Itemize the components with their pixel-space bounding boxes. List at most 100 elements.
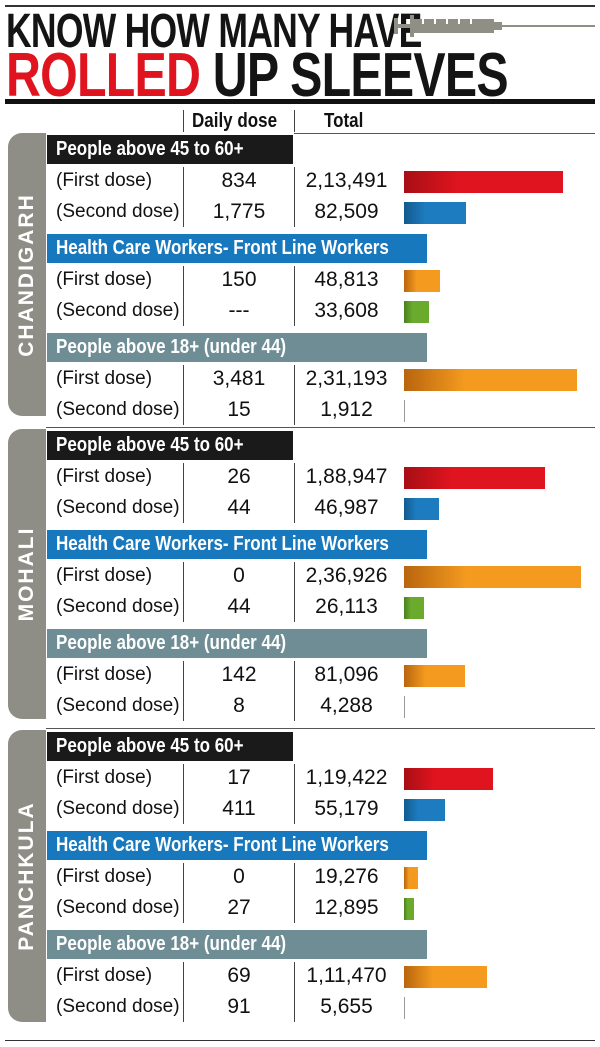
group-header: Health Care Workers- Front Line Workers	[47, 234, 427, 263]
column-separator	[183, 562, 184, 622]
group-header: People above 45 to 60+	[47, 431, 293, 460]
row-label: (First dose)	[56, 170, 153, 191]
total-value: 2,36,926	[305, 564, 388, 587]
row-label: (First dose)	[56, 965, 153, 986]
total-value: 26,113	[315, 595, 378, 618]
section-divider	[46, 728, 595, 729]
row-label: (First dose)	[56, 565, 153, 586]
column-separator	[294, 562, 295, 622]
group-title: People above 18+ (under 44)	[56, 336, 287, 358]
total-value: 5,655	[320, 995, 373, 1018]
column-header-total: Total	[324, 110, 364, 132]
column-separator	[183, 463, 184, 523]
section-label: CHANDIGARH	[15, 192, 38, 357]
total-value: 2,31,193	[305, 367, 388, 390]
daily-dose-value: 0	[233, 564, 245, 587]
total-bar	[404, 202, 466, 224]
total-bar	[404, 566, 581, 588]
daily-dose-value: 44	[227, 496, 251, 519]
row-label: (Second dose)	[56, 695, 180, 716]
column-separator	[183, 863, 184, 923]
daily-dose-value: ---	[228, 299, 250, 322]
total-bar	[404, 799, 445, 821]
total-value: 12,895	[314, 896, 379, 919]
total-bar	[404, 966, 487, 988]
row-label: (Second dose)	[56, 996, 180, 1017]
column-separator	[183, 661, 184, 721]
total-bar	[404, 369, 577, 391]
row-label: (First dose)	[56, 664, 153, 685]
total-value: 4,288	[320, 694, 373, 717]
group-title: People above 18+ (under 44)	[56, 632, 287, 654]
header-separator	[183, 110, 184, 132]
column-separator	[183, 764, 184, 824]
total-bar	[404, 997, 405, 1019]
total-bar	[404, 400, 405, 422]
section-label: PANCHKULA	[15, 801, 38, 951]
daily-dose-value: 27	[227, 896, 251, 919]
column-separator	[294, 661, 295, 721]
title-rule	[5, 99, 595, 104]
total-bar	[404, 467, 545, 489]
column-separator	[294, 365, 295, 425]
bottom-rule	[5, 1040, 595, 1041]
header-separator	[294, 110, 295, 132]
row-label: (First dose)	[56, 866, 153, 887]
side-tab-panchkula: PANCHKULA	[8, 730, 46, 1022]
column-separator	[183, 365, 184, 425]
row-label: (First dose)	[56, 269, 153, 290]
row-label: (First dose)	[56, 368, 153, 389]
column-separator	[294, 463, 295, 523]
daily-dose-value: 150	[221, 268, 257, 291]
total-value: 33,608	[314, 299, 379, 322]
row-label: (Second dose)	[56, 497, 180, 518]
total-value: 1,88,947	[305, 465, 388, 488]
column-separator	[294, 167, 295, 227]
total-bar	[404, 696, 405, 718]
title-red-word: ROLLED	[6, 41, 201, 110]
row-label: (Second dose)	[56, 596, 180, 617]
group-header: Health Care Workers- Front Line Workers	[47, 831, 427, 860]
total-value: 82,509	[314, 200, 379, 223]
section-label: MOHALI	[15, 526, 38, 622]
row-label: (Second dose)	[56, 300, 180, 321]
group-header: People above 45 to 60+	[47, 732, 293, 761]
column-separator	[183, 167, 184, 227]
column-separator	[294, 764, 295, 824]
total-value: 1,912	[320, 398, 373, 421]
total-value: 46,987	[314, 496, 379, 519]
total-bar	[404, 171, 563, 193]
group-title: People above 18+ (under 44)	[56, 933, 287, 955]
column-header-daily: Daily dose	[192, 110, 278, 132]
group-title: Health Care Workers- Front Line Workers	[56, 237, 389, 259]
total-value: 1,19,422	[305, 766, 388, 789]
group-header: People above 18+ (under 44)	[47, 930, 427, 959]
group-header: People above 45 to 60+	[47, 135, 293, 164]
row-label: (Second dose)	[56, 897, 180, 918]
daily-dose-value: 91	[227, 995, 251, 1018]
daily-dose-value: 0	[233, 865, 245, 888]
total-bar	[404, 597, 424, 619]
daily-dose-value: 3,481	[212, 367, 266, 390]
total-bar	[404, 498, 439, 520]
side-tab-chandigarh: CHANDIGARH	[8, 133, 46, 416]
column-separator	[294, 266, 295, 326]
group-title: Health Care Workers- Front Line Workers	[56, 533, 389, 555]
group-title: People above 45 to 60+	[56, 138, 244, 160]
daily-dose-value: 17	[227, 766, 251, 789]
top-rule	[5, 5, 595, 7]
daily-dose-value: 1,775	[212, 200, 266, 223]
row-label: (Second dose)	[56, 798, 180, 819]
syringe-icon	[394, 15, 595, 37]
total-value: 19,276	[314, 865, 379, 888]
group-title: People above 45 to 60+	[56, 434, 244, 456]
header-underline	[294, 133, 595, 134]
total-bar	[404, 270, 440, 292]
row-label: (First dose)	[56, 466, 153, 487]
daily-dose-value: 8	[233, 694, 245, 717]
daily-dose-value: 411	[222, 797, 256, 820]
daily-dose-value: 44	[227, 595, 251, 618]
row-label: (Second dose)	[56, 201, 180, 222]
daily-dose-value: 834	[221, 169, 257, 192]
total-bar	[404, 665, 465, 687]
